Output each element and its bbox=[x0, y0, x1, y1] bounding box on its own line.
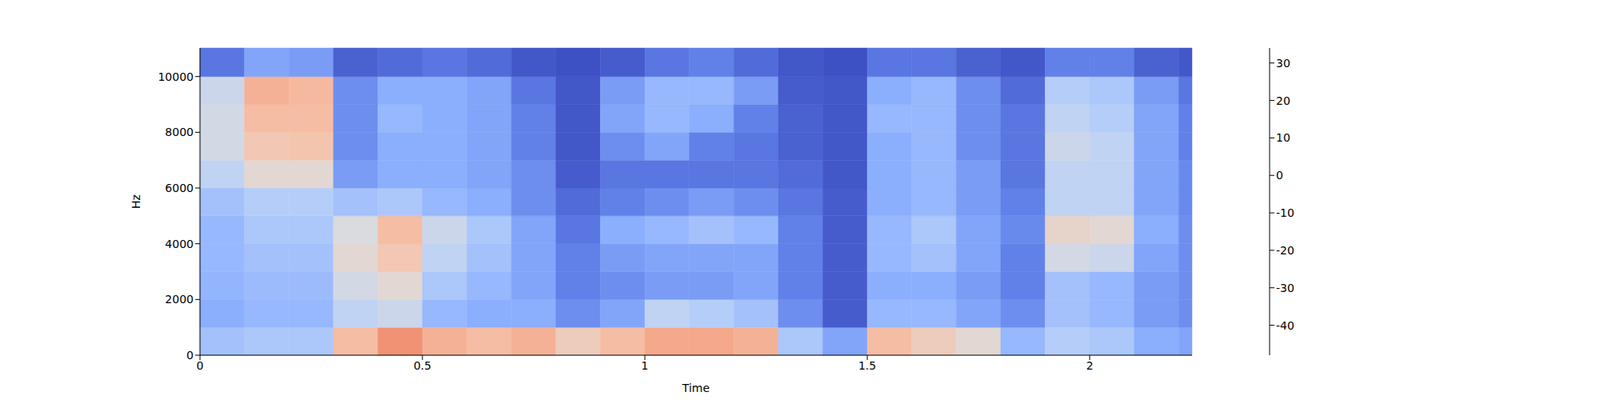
svg-text:-10: -10 bbox=[1276, 206, 1295, 220]
svg-text:1: 1 bbox=[641, 359, 649, 372]
svg-text:6000: 6000 bbox=[164, 181, 194, 195]
svg-text:Hz: Hz bbox=[129, 194, 143, 209]
svg-text:0: 0 bbox=[1276, 168, 1284, 182]
svg-text:0: 0 bbox=[186, 348, 194, 362]
svg-text:1.5: 1.5 bbox=[858, 359, 876, 372]
svg-text:30: 30 bbox=[1276, 56, 1291, 70]
svg-text:0: 0 bbox=[196, 359, 204, 372]
svg-text:2: 2 bbox=[1086, 359, 1094, 372]
svg-text:8000: 8000 bbox=[164, 125, 194, 139]
svg-text:0.5: 0.5 bbox=[413, 359, 432, 372]
svg-text:Time: Time bbox=[681, 381, 710, 395]
svg-text:-30: -30 bbox=[1276, 281, 1295, 295]
svg-text:4000: 4000 bbox=[164, 237, 194, 251]
svg-text:-40: -40 bbox=[1276, 319, 1295, 332]
svg-text:10: 10 bbox=[1276, 131, 1291, 144]
svg-text:-20: -20 bbox=[1276, 244, 1295, 257]
svg-text:20: 20 bbox=[1276, 94, 1291, 108]
svg-text:2000: 2000 bbox=[164, 292, 194, 306]
svg-text:10000: 10000 bbox=[157, 70, 194, 84]
